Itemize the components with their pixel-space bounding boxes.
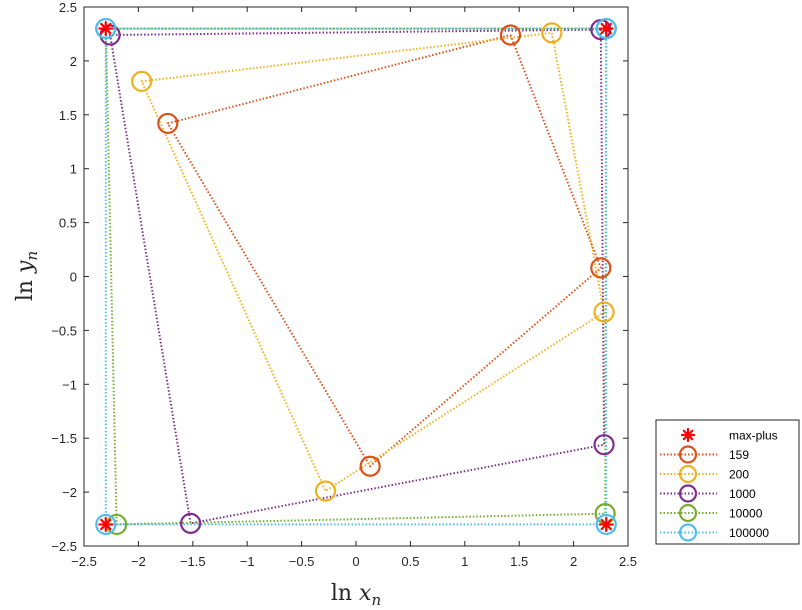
data-point (359, 455, 381, 477)
data-point (595, 513, 617, 536)
plot-area (84, 7, 628, 546)
y-axis-label: ln yn (13, 251, 41, 301)
legend-entry: 159 (660, 445, 749, 464)
legend-box (655, 419, 800, 545)
legend-marker (678, 523, 698, 542)
y-tick-label: −2.5 (51, 539, 77, 554)
data-point (314, 480, 337, 502)
data-point (98, 20, 114, 37)
legend: max-plus 159 200 1000 10000 100000 (655, 419, 800, 545)
legend-label: max-plus (729, 429, 778, 443)
legend-entry: max-plus (680, 427, 778, 443)
x-tick-label: −2.5 (71, 554, 97, 569)
data-point (499, 24, 522, 46)
axis-ticks (83, 6, 629, 547)
data-point (95, 17, 117, 40)
y-tick-label: 0 (70, 270, 77, 285)
legend-items: max-plus 159 200 1000 10000 100000 (660, 427, 778, 542)
legend-marker (678, 464, 698, 484)
data-point (98, 516, 114, 533)
plot-series-layer (104, 27, 608, 526)
y-tick-label: 1 (70, 162, 77, 177)
series-line (140, 31, 606, 493)
series-line (166, 34, 602, 468)
legend-entry: 1000 (660, 484, 756, 503)
data-point (95, 513, 117, 536)
axis-tick-labels: −2.5 −2 −1.5 −1 −0.5 0 0.5 1 1.5 2 2.5 −2.5 −2 −1.5 −1… (51, 0, 637, 569)
data-point (157, 112, 179, 135)
data-point (595, 17, 617, 40)
legend-label: 1000 (729, 487, 756, 501)
legend-entry: 100000 (660, 523, 769, 542)
x-tick-label: 2.5 (619, 554, 637, 569)
legend-marker (680, 427, 696, 443)
legend-label: 100000 (729, 526, 769, 540)
y-tick-label: −2 (62, 485, 77, 500)
x-tick-label: 2 (570, 554, 577, 569)
x-tick-label: 1 (461, 554, 468, 569)
data-point (593, 301, 615, 323)
y-tick-label: −0.5 (51, 323, 77, 338)
data-point (541, 22, 563, 44)
data-point (598, 516, 614, 533)
plot-markers-layer (95, 17, 617, 536)
y-tick-label: −1 (62, 377, 77, 392)
y-tick-label: 1.5 (59, 108, 77, 123)
x-tick-label: −1.5 (180, 554, 206, 569)
data-point (590, 257, 612, 279)
x-tick-label: −0.5 (289, 554, 315, 569)
y-tick-label: 2.5 (59, 0, 77, 15)
x-tick-label: −2 (131, 554, 146, 569)
y-tick-label: −1.5 (51, 431, 77, 446)
y-tick-label: 2 (70, 54, 77, 69)
data-point (598, 20, 614, 37)
legend-marker (678, 484, 698, 503)
x-tick-label: 1.5 (510, 554, 528, 569)
legend-marker (678, 503, 698, 523)
x-tick-label: −1 (240, 554, 255, 569)
data-point (593, 434, 615, 456)
legend-label: 10000 (729, 507, 763, 521)
legend-marker (678, 445, 698, 464)
legend-label: 159 (729, 448, 749, 462)
data-point (131, 70, 153, 92)
legend-label: 200 (729, 468, 749, 482)
legend-entry: 10000 (660, 503, 763, 523)
y-tick-label: 0.5 (59, 216, 77, 231)
series-line (108, 28, 606, 525)
data-point (180, 512, 202, 534)
x-tick-label: 0 (352, 554, 359, 569)
x-axis-label: ln xn (331, 581, 381, 609)
x-tick-label: 0.5 (401, 554, 419, 569)
legend-entry: 200 (660, 464, 749, 484)
